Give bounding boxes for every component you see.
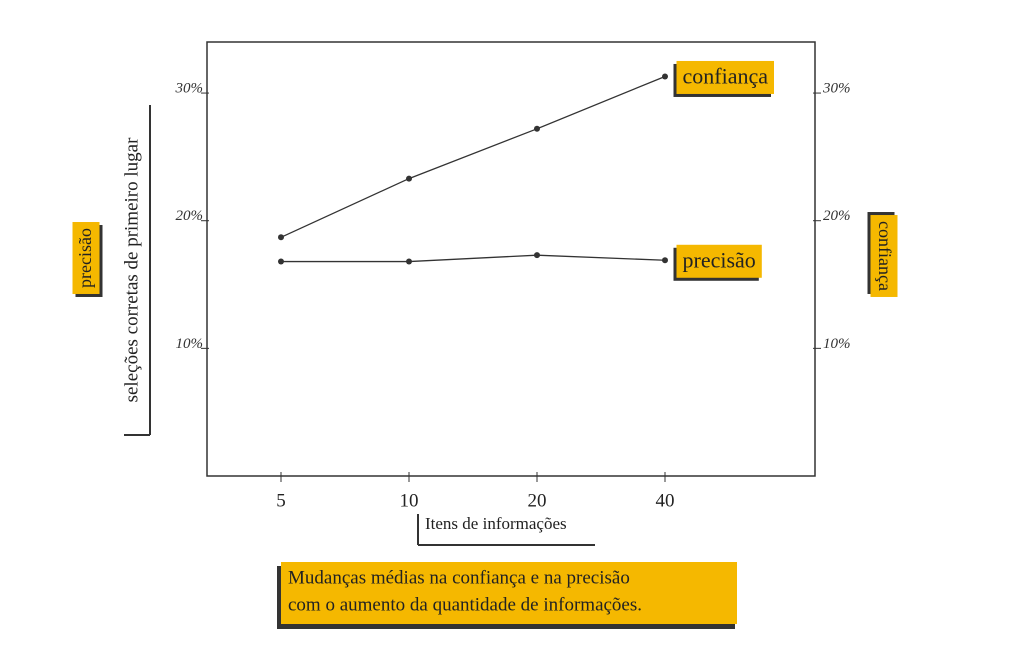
y-axis-tag-text: precisão — [75, 228, 95, 288]
y-tick-label: 30% — [175, 80, 204, 96]
data-point — [662, 257, 668, 264]
legend-label-text: confiança — [683, 64, 769, 89]
data-point — [534, 125, 540, 132]
data-point — [406, 258, 412, 265]
series-line — [281, 254, 666, 263]
x-tick-label: 10 — [400, 490, 419, 511]
x-tick-label: 5 — [276, 490, 286, 511]
y2-axis-label: confiança — [867, 212, 898, 297]
y2-axis-label-box — [870, 215, 898, 297]
y2-tick-label: 10% — [823, 336, 851, 352]
legend-label-text: precisão — [683, 247, 756, 272]
x-tick-label: 40 — [656, 490, 675, 511]
legend-label: confiança — [673, 60, 774, 97]
y-tick-label: 10% — [176, 336, 204, 352]
x-tick-label: 20 — [528, 490, 547, 511]
caption-line: Mudanças médias na confiança e na precis… — [288, 567, 630, 588]
legend-label-box — [676, 60, 774, 94]
y-axis-tag-box — [72, 222, 100, 294]
y-axis-label: seleções corretas de primeiro lugar — [121, 137, 142, 402]
x-axis-label: Itens de informações — [425, 514, 567, 533]
y2-tick-label: 30% — [822, 80, 851, 96]
y-tick-label: 20% — [176, 208, 204, 224]
caption-box — [281, 562, 737, 624]
data-point — [278, 234, 284, 241]
y2-axis-label-text: confiança — [875, 221, 895, 291]
y2-tick-label: 20% — [823, 208, 851, 224]
y-axis-tag: precisão — [72, 222, 103, 297]
data-point — [662, 73, 668, 80]
data-point — [534, 252, 540, 259]
legend-label: precisão — [673, 244, 762, 281]
plot-frame — [206, 41, 816, 477]
caption-line: com o aumento da quantidade de informaçõ… — [288, 594, 642, 615]
series-line — [280, 75, 666, 238]
legend-label-box — [676, 244, 762, 278]
data-point — [406, 175, 412, 182]
data-point — [278, 258, 284, 265]
